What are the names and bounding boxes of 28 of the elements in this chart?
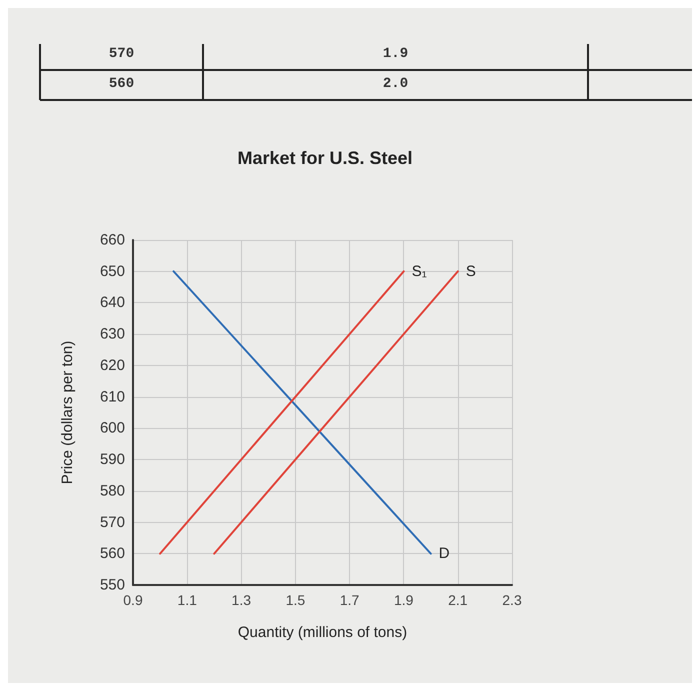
chart-title: Market for U.S. Steel — [237, 148, 413, 168]
y-tick-label: 650 — [100, 262, 125, 280]
y-tick-label: 580 — [100, 482, 125, 500]
series-label: S₁ — [412, 262, 427, 280]
text: 1.9 — [382, 46, 408, 62]
text: 2.0 — [382, 76, 408, 92]
x-tick-label: 1.3 — [232, 592, 252, 608]
x-axis-title: Quantity (millions of tons) — [238, 624, 408, 641]
x-tick-label: 1.1 — [177, 592, 198, 608]
x-tick-label: 1.7 — [340, 592, 360, 608]
y-tick-label: 600 — [100, 420, 125, 437]
x-tick-label: 2.1 — [448, 592, 468, 608]
y-tick-label: 560 — [100, 545, 125, 562]
y-tick-label: 610 — [100, 388, 125, 406]
y-tick-label: 620 — [100, 356, 125, 374]
y-tick-label: 590 — [100, 451, 125, 468]
x-tick-label: 2.3 — [502, 592, 522, 608]
y-tick-label: 630 — [100, 326, 125, 343]
x-tick-label: 0.9 — [123, 592, 143, 608]
x-tick-label: 1.5 — [286, 592, 306, 608]
series-label: S — [466, 262, 476, 280]
y-tick-label: 570 — [100, 514, 125, 531]
y-axis-title: Price (dollars per ton) — [59, 340, 76, 484]
y-tick-label: 660 — [100, 232, 125, 248]
y-tick-label: 550 — [100, 576, 125, 594]
y-tick-label: 640 — [100, 294, 125, 312]
series-label: D — [438, 545, 450, 562]
x-tick-label: 1.9 — [394, 592, 414, 608]
